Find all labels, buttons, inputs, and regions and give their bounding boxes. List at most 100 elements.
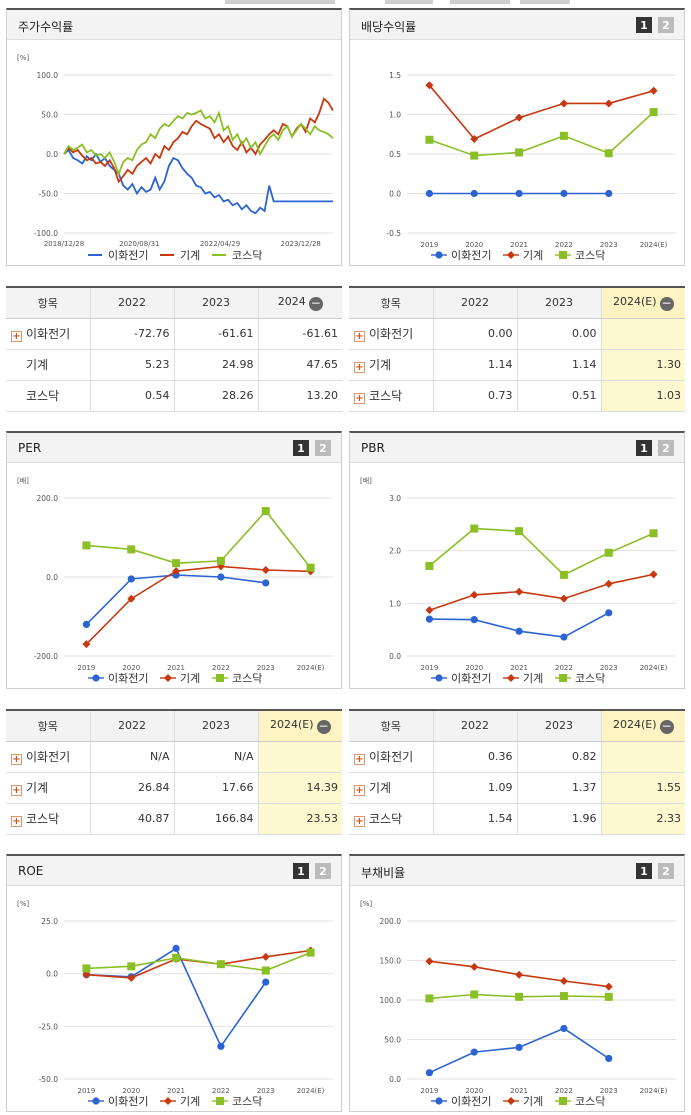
- page-1-button[interactable]: 1: [293, 863, 309, 879]
- expand-icon[interactable]: +: [11, 785, 22, 796]
- data-point: [649, 570, 658, 579]
- data-point: [261, 507, 270, 516]
- value-cell: 28.26: [174, 380, 259, 412]
- expand-icon[interactable]: +: [354, 816, 365, 827]
- data-point: [605, 609, 613, 617]
- column-header-label: 2022: [118, 719, 146, 733]
- expand-icon[interactable]: +: [11, 331, 22, 342]
- data-point: [217, 1042, 225, 1050]
- x-tick-label: 2020/08/31: [119, 240, 159, 248]
- row-name: 기계: [369, 781, 392, 795]
- data-point: [470, 990, 479, 999]
- expand-icon[interactable]: +: [11, 754, 22, 765]
- series-line: [428, 84, 654, 140]
- y-tick-label: -0.5: [386, 229, 401, 238]
- panel-stock-return: 주가수익률 [%] 100.0 50.0 0.0 -50.0 -100.0 2018/12/…: [6, 8, 342, 266]
- page-1-button[interactable]: 1: [636, 863, 652, 879]
- column-header: 2024(E) −: [601, 287, 685, 319]
- column-header: 항목: [349, 287, 434, 319]
- pbr-table: 항목 2022 2023 2024(E) − + 이화전기 0.36 0.82 + 기계 1.09 1.…: [349, 709, 685, 835]
- x-tick-label: 2019: [78, 664, 96, 672]
- data-point: [649, 529, 658, 538]
- y-tick-label: -200.0: [34, 652, 58, 661]
- x-tick-label: 2022: [555, 1087, 573, 1095]
- data-point: [604, 149, 613, 158]
- value-cell: [258, 741, 342, 773]
- column-header-label: 2023: [545, 296, 573, 310]
- legend-label: 코스닥: [575, 249, 605, 262]
- expand-icon[interactable]: +: [354, 785, 365, 796]
- column-header-label: 2023: [545, 719, 573, 733]
- collapse-icon[interactable]: −: [659, 718, 674, 734]
- column-header: 2024(E) −: [601, 710, 685, 742]
- expand-icon[interactable]: +: [354, 393, 365, 404]
- panel-title: 부채비율: [361, 866, 406, 880]
- row-name-cell: 코스닥: [6, 380, 91, 412]
- expand-icon[interactable]: +: [354, 754, 365, 765]
- legend-marker: [559, 1097, 567, 1105]
- x-tick-label: 2023: [600, 1087, 618, 1095]
- panel-title: ROE: [18, 864, 44, 878]
- data-point: [470, 1048, 478, 1056]
- data-point: [82, 970, 91, 979]
- column-header: 2023: [517, 287, 602, 319]
- stock-return-chart: [%] 100.0 50.0 0.0 -50.0 -100.0 2018/12/28 2020…: [17, 54, 334, 262]
- page-1-button[interactable]: 1: [293, 440, 309, 456]
- x-tick-label: 2023/12/28: [281, 240, 321, 248]
- value-cell: 0.82: [517, 741, 602, 773]
- data-point: [261, 566, 270, 575]
- column-header-label: 2022: [118, 296, 146, 310]
- data-point: [425, 81, 434, 90]
- data-point: [649, 86, 658, 95]
- column-header: 항목: [6, 710, 91, 742]
- collapse-icon[interactable]: −: [316, 718, 331, 734]
- value-cell: 47.65: [258, 349, 342, 381]
- page-1-button[interactable]: 1: [636, 440, 652, 456]
- y-tick-label: 0.0: [46, 573, 58, 582]
- value-cell: 1.14: [433, 349, 518, 381]
- collapse-icon[interactable]: −: [659, 295, 674, 311]
- page-2-button[interactable]: 2: [658, 863, 674, 879]
- page-2-button[interactable]: 2: [315, 440, 331, 456]
- value-cell: 0.00: [433, 318, 518, 350]
- unit-label: [배]: [360, 476, 372, 485]
- data-point: [559, 99, 568, 108]
- x-tick-label: 2022/04/29: [200, 240, 240, 248]
- legend-label: 이화전기: [451, 249, 491, 262]
- data-point: [262, 978, 270, 986]
- page-2-button[interactable]: 2: [658, 17, 674, 33]
- legend-label: 기계: [180, 1095, 200, 1108]
- collapse-icon[interactable]: −: [308, 295, 323, 311]
- table-row: + 코스닥 1.54 1.96 2.33: [349, 803, 685, 835]
- value-cell: 0.73: [433, 380, 518, 412]
- table-row: + 이화전기 N/A N/A: [6, 741, 342, 773]
- value-cell: [601, 741, 685, 773]
- data-point: [82, 620, 91, 628]
- page-2-button[interactable]: 2: [658, 440, 674, 456]
- legend-marker: [507, 674, 515, 682]
- column-header: 항목: [6, 287, 91, 319]
- legend-label: 기계: [523, 672, 543, 685]
- page-1-button[interactable]: 1: [636, 17, 652, 33]
- row-name: 이화전기: [369, 327, 414, 341]
- x-tick-label: 2023: [600, 241, 618, 249]
- y-tick-label: 3.0: [389, 494, 401, 503]
- column-header-label: 2024(E): [612, 717, 657, 731]
- value-cell: 26.84: [90, 772, 175, 804]
- expand-icon[interactable]: +: [354, 362, 365, 373]
- legend-marker: [507, 251, 515, 259]
- expand-icon[interactable]: +: [354, 331, 365, 342]
- table-row: + 이화전기 0.36 0.82: [349, 741, 685, 773]
- data-point: [515, 992, 524, 1001]
- data-point: [470, 962, 479, 971]
- x-tick-label: 2023: [257, 664, 275, 672]
- legend-label: 기계: [180, 249, 200, 262]
- page-2-button[interactable]: 2: [315, 863, 331, 879]
- legend-label: 코스닥: [232, 672, 262, 685]
- expand-icon[interactable]: +: [11, 816, 22, 827]
- y-tick-label: 50.0: [384, 1036, 401, 1045]
- legend-marker: [507, 1097, 515, 1105]
